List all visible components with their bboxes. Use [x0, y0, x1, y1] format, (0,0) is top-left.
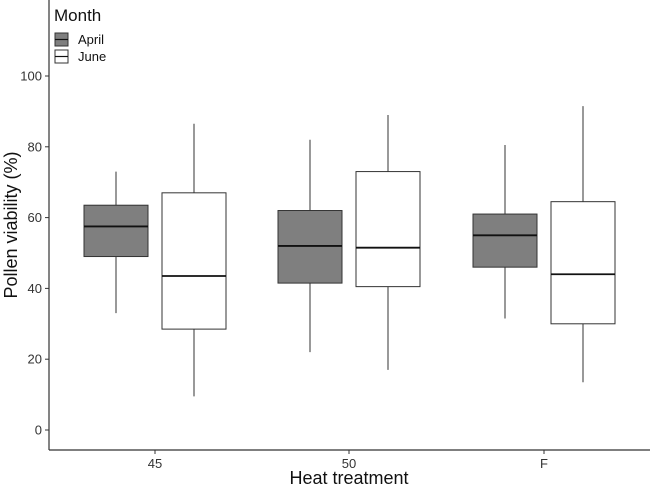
- x-axis-title: Heat treatment: [289, 468, 408, 487]
- y-tick-label: 20: [28, 352, 42, 367]
- legend-entry-june: June: [54, 49, 106, 64]
- box-body: [550, 201, 616, 325]
- x-tick-label: 50: [342, 456, 356, 471]
- box-body: [472, 213, 538, 268]
- legend-entries: April June: [54, 32, 106, 64]
- y-axis-ticks: 0 20 40 60 80 100: [20, 69, 49, 438]
- y-tick-label: 40: [28, 281, 42, 296]
- y-tick-label: 80: [28, 139, 42, 154]
- x-axis-ticks: 45 50 F: [148, 450, 548, 471]
- legend: Month April June: [54, 6, 106, 64]
- y-tick-label: 0: [35, 423, 42, 438]
- box-body: [355, 171, 421, 288]
- box-june-45: [161, 123, 227, 397]
- box-body: [161, 192, 227, 330]
- box-april-45: [83, 171, 149, 314]
- y-axis-title: Pollen viability (%): [1, 151, 21, 298]
- box-body: [83, 204, 149, 258]
- x-tick-label: 45: [148, 456, 162, 471]
- box-june-f: [550, 106, 616, 383]
- box-april-50: [277, 139, 343, 353]
- box-april-f: [472, 145, 538, 319]
- y-tick-label: 60: [28, 210, 42, 225]
- plot-area: [83, 106, 616, 397]
- legend-entry-april: April: [54, 32, 104, 47]
- legend-title: Month: [54, 6, 101, 25]
- y-tick-label: 100: [20, 69, 42, 84]
- box-june-50: [355, 114, 421, 370]
- legend-label: June: [78, 49, 106, 64]
- legend-label: April: [78, 32, 104, 47]
- x-tick-label: F: [540, 456, 548, 471]
